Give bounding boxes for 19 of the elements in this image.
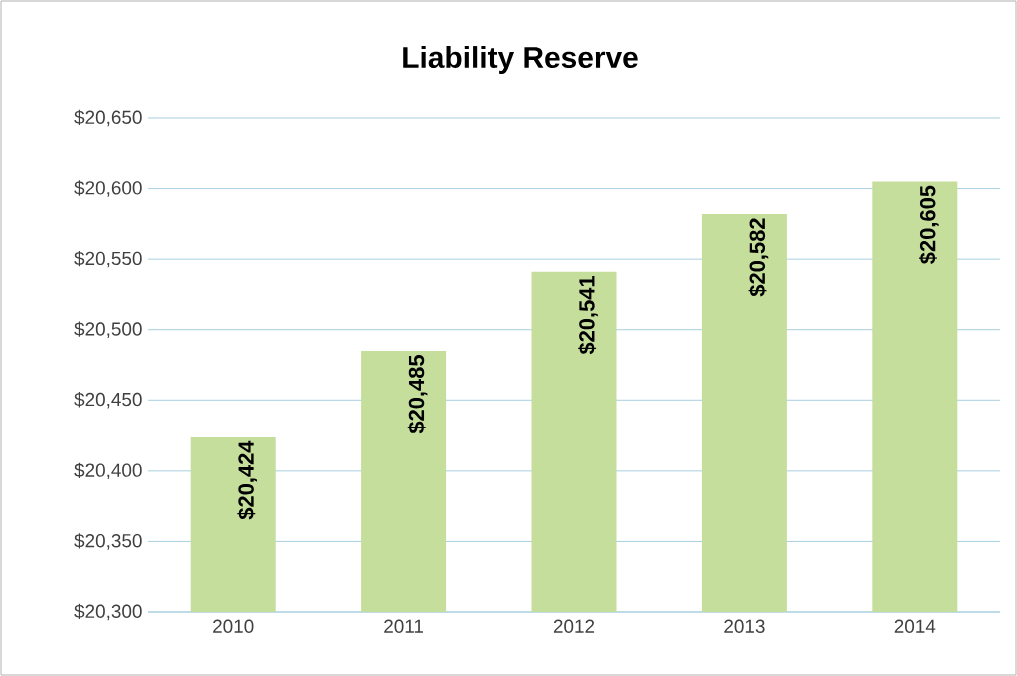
y-tick-label: $20,500 [74,321,142,338]
y-tick-label: $20,350 [74,533,142,550]
y-tick-label: $20,550 [74,250,142,268]
data-label: $20,541 [578,275,598,355]
y-tick-label: $20,600 [74,180,142,197]
y-tick-label: $20,300 [74,603,142,621]
x-tick-label: 2010 [213,619,254,633]
x-tick-label: 2013 [724,619,765,633]
y-tick-label: $20,400 [74,462,142,480]
chart-title: Liability Reserve [403,46,638,74]
x-tick-label: 2011 [384,619,424,633]
data-label: $20,605 [918,185,939,264]
data-label: $20,424 [237,440,258,520]
data-label: $20,582 [748,218,769,297]
data-label: $20,485 [407,355,428,434]
y-tick-label: $20,650 [74,109,142,127]
x-tick-label: 2012 [553,619,595,633]
x-tick-label: 2014 [894,619,936,633]
y-tick-label: $20,450 [74,392,142,409]
